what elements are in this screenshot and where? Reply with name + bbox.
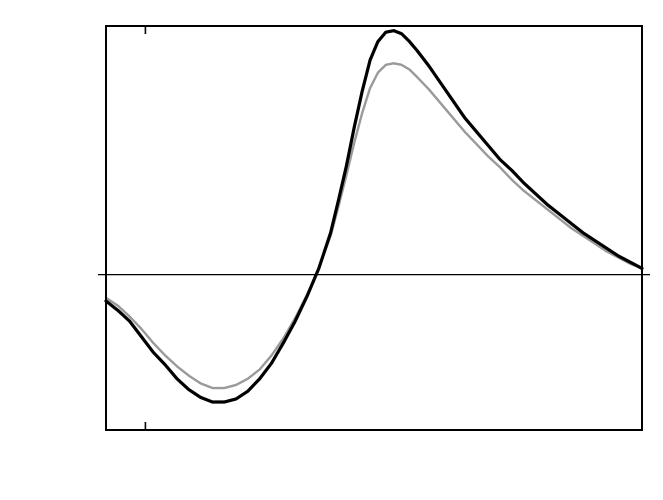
chart-bg xyxy=(0,0,663,500)
line-chart xyxy=(0,0,663,500)
